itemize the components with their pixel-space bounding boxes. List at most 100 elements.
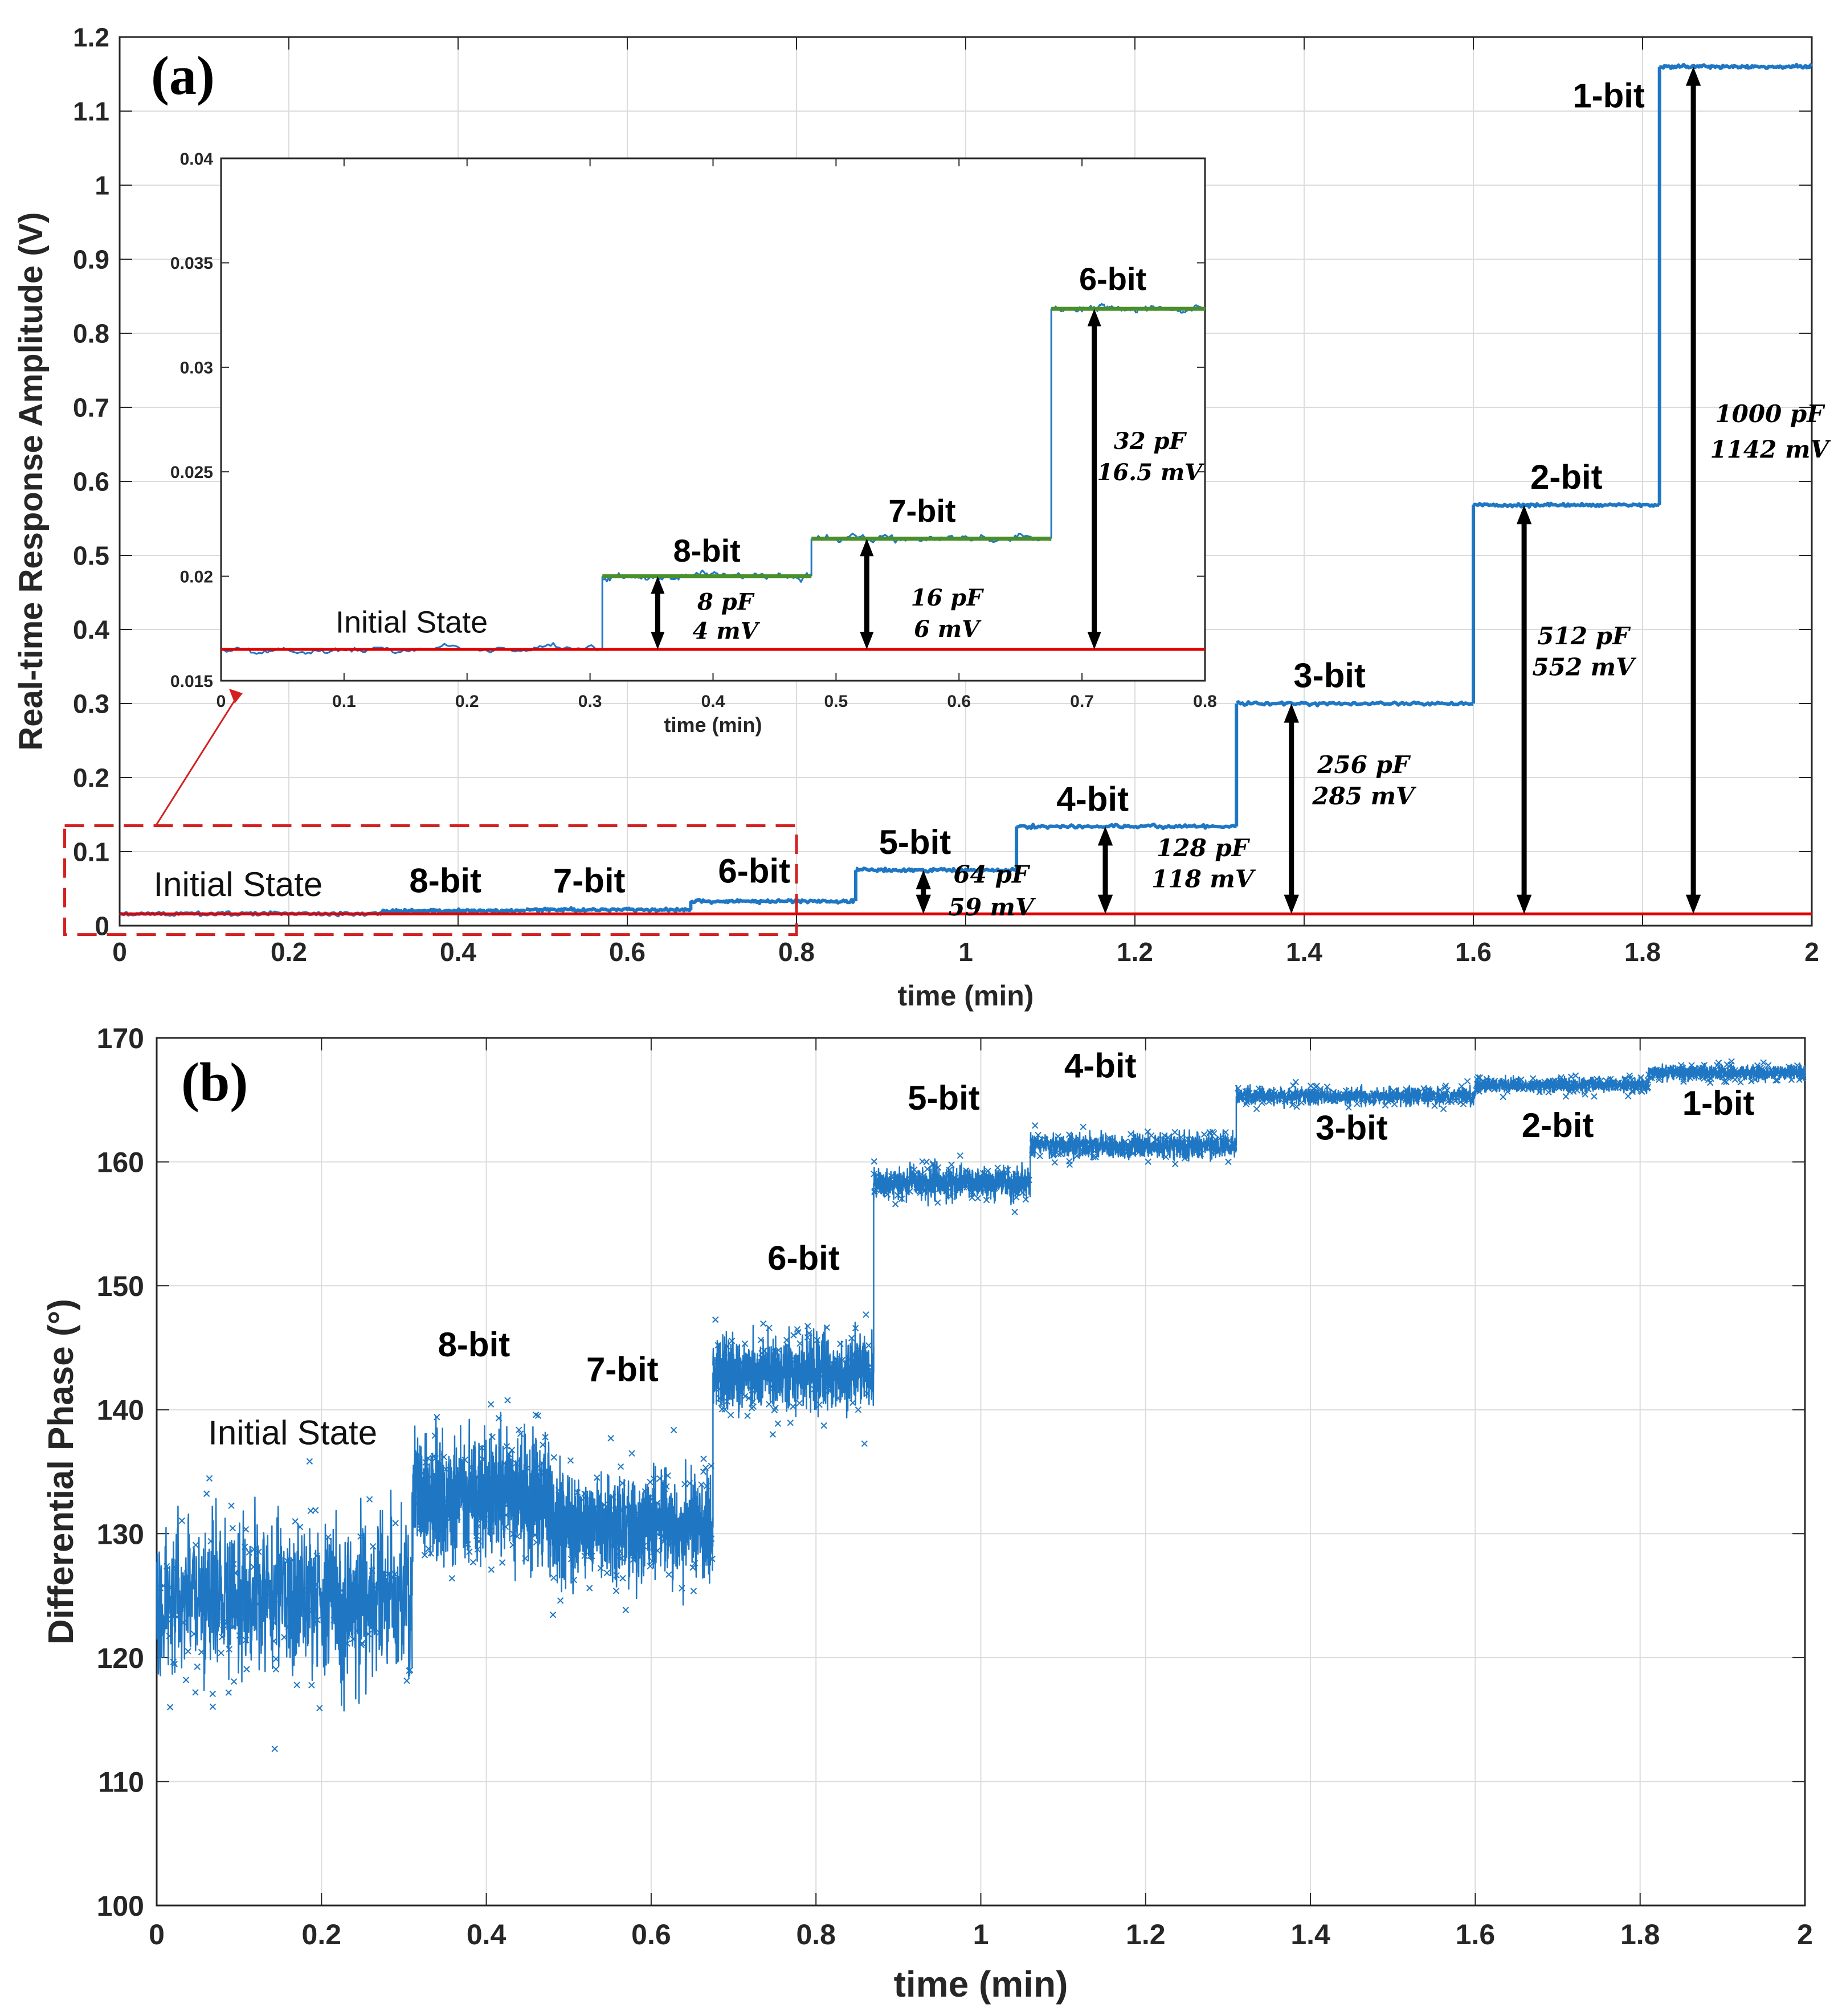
data-point-marker <box>170 1658 177 1666</box>
data-point-marker <box>1144 1128 1151 1135</box>
data-point-marker <box>1565 1079 1572 1086</box>
y-tick-label: 1.1 <box>73 97 109 126</box>
zoom-connector <box>155 696 238 827</box>
data-point-marker <box>586 1585 593 1592</box>
data-point-marker <box>229 1624 236 1630</box>
data-point-marker <box>160 1582 167 1589</box>
x-tick-label: 0 <box>217 692 226 711</box>
data-point-marker <box>1092 1154 1099 1160</box>
data-point-marker <box>1040 1142 1047 1149</box>
data-point-marker <box>1460 1090 1467 1097</box>
arrow-head-down <box>860 632 874 649</box>
data-point-marker <box>1603 1077 1610 1085</box>
data-point-marker <box>1457 1098 1464 1106</box>
data-point-marker <box>1013 1194 1020 1201</box>
data-point-marker <box>1359 1093 1366 1100</box>
data-point-marker <box>1343 1094 1350 1101</box>
data-point-marker <box>861 1440 868 1447</box>
x-tick-label: 1.4 <box>1290 1919 1330 1950</box>
y-tick-label: 0.035 <box>170 254 213 273</box>
step-label: 2-bit <box>1530 458 1603 496</box>
data-point-marker <box>1032 1122 1039 1129</box>
data-point-marker <box>1199 1140 1207 1147</box>
data-point-marker <box>816 1401 823 1408</box>
data-point-marker <box>338 1587 345 1594</box>
data-point-marker <box>1680 1078 1687 1085</box>
data-point-marker <box>1705 1077 1712 1083</box>
data-point-marker <box>225 1689 232 1696</box>
data-point-marker <box>276 1579 283 1586</box>
data-point-marker <box>1206 1130 1214 1136</box>
data-point-marker <box>472 1510 480 1517</box>
data-point-marker <box>430 1453 438 1459</box>
data-point-marker <box>271 1596 279 1603</box>
series-b <box>156 1058 1807 1752</box>
data-point-marker <box>304 1587 311 1594</box>
data-point-marker <box>1225 1158 1232 1166</box>
data-point-marker <box>534 1412 542 1419</box>
y-tick-label: 0.7 <box>73 393 109 423</box>
data-point-marker <box>1200 1131 1208 1138</box>
data-point-marker <box>567 1556 575 1563</box>
data-point-marker <box>509 1541 516 1548</box>
data-point-marker <box>796 1400 803 1406</box>
data-point-marker <box>619 1480 626 1487</box>
data-point-marker <box>385 1571 391 1577</box>
y-tick-label: 130 <box>97 1518 144 1550</box>
data-point-marker <box>969 1188 976 1195</box>
data-point-marker <box>783 1336 790 1344</box>
data-point-marker <box>434 1414 440 1421</box>
trace-7-bit <box>552 1455 714 1606</box>
y-tick-label: 160 <box>97 1147 144 1179</box>
data-point-marker <box>954 1178 961 1185</box>
data-point-marker <box>595 1533 602 1540</box>
data-point-marker <box>190 1630 198 1637</box>
data-point-marker <box>1757 1064 1764 1072</box>
data-point-marker <box>742 1393 749 1400</box>
trace-8-bit <box>381 907 526 915</box>
data-point-marker <box>324 1594 331 1602</box>
inset-step-label: 6-bit <box>1079 261 1146 297</box>
data-point-marker <box>503 1443 510 1450</box>
data-point-marker <box>499 1498 506 1505</box>
data-point-marker <box>1071 1136 1079 1143</box>
data-point-marker <box>727 1412 734 1418</box>
data-point-marker <box>628 1450 635 1457</box>
data-point-marker <box>448 1575 455 1582</box>
data-point-marker <box>938 1175 945 1183</box>
data-point-marker <box>714 1342 721 1349</box>
data-point-marker <box>1080 1149 1087 1156</box>
data-point-marker <box>910 1166 918 1173</box>
data-point-marker <box>1774 1077 1781 1084</box>
data-point-marker <box>681 1481 688 1488</box>
data-point-marker <box>557 1597 564 1604</box>
x-tick-label: 0 <box>149 1919 165 1950</box>
data-point-marker <box>243 1666 250 1672</box>
data-point-marker <box>785 1364 792 1371</box>
data-point-marker <box>607 1435 614 1442</box>
data-point-marker <box>661 1485 668 1492</box>
data-point-marker <box>1030 1147 1038 1154</box>
data-point-marker <box>934 1199 941 1206</box>
inset-step-label: 8-bit <box>673 533 741 569</box>
step-label: 8-bit <box>409 862 481 900</box>
data-point-marker <box>1767 1066 1774 1074</box>
arrow-head-up <box>1516 505 1532 525</box>
step-label-b: 1-bit <box>1682 1084 1755 1122</box>
data-point-marker <box>906 1188 913 1195</box>
data-point-marker <box>979 1169 987 1177</box>
trace-4-bit <box>1016 823 1237 831</box>
y-tick-label: 0.4 <box>73 615 109 645</box>
data-point-marker <box>559 1523 566 1530</box>
data-point-marker <box>474 1546 481 1553</box>
data-point-marker <box>1528 1080 1535 1087</box>
data-point-marker <box>238 1592 244 1599</box>
data-point-marker <box>948 1161 955 1168</box>
data-point-marker <box>1345 1104 1352 1111</box>
x-tick-label: 1.4 <box>1286 937 1322 967</box>
x-tick-label: 0.6 <box>609 937 646 967</box>
capacitance-annotation: 128 pF <box>1157 834 1251 862</box>
data-point-marker <box>168 1584 175 1591</box>
data-point-marker <box>1615 1079 1623 1086</box>
data-point-marker <box>947 1193 954 1200</box>
